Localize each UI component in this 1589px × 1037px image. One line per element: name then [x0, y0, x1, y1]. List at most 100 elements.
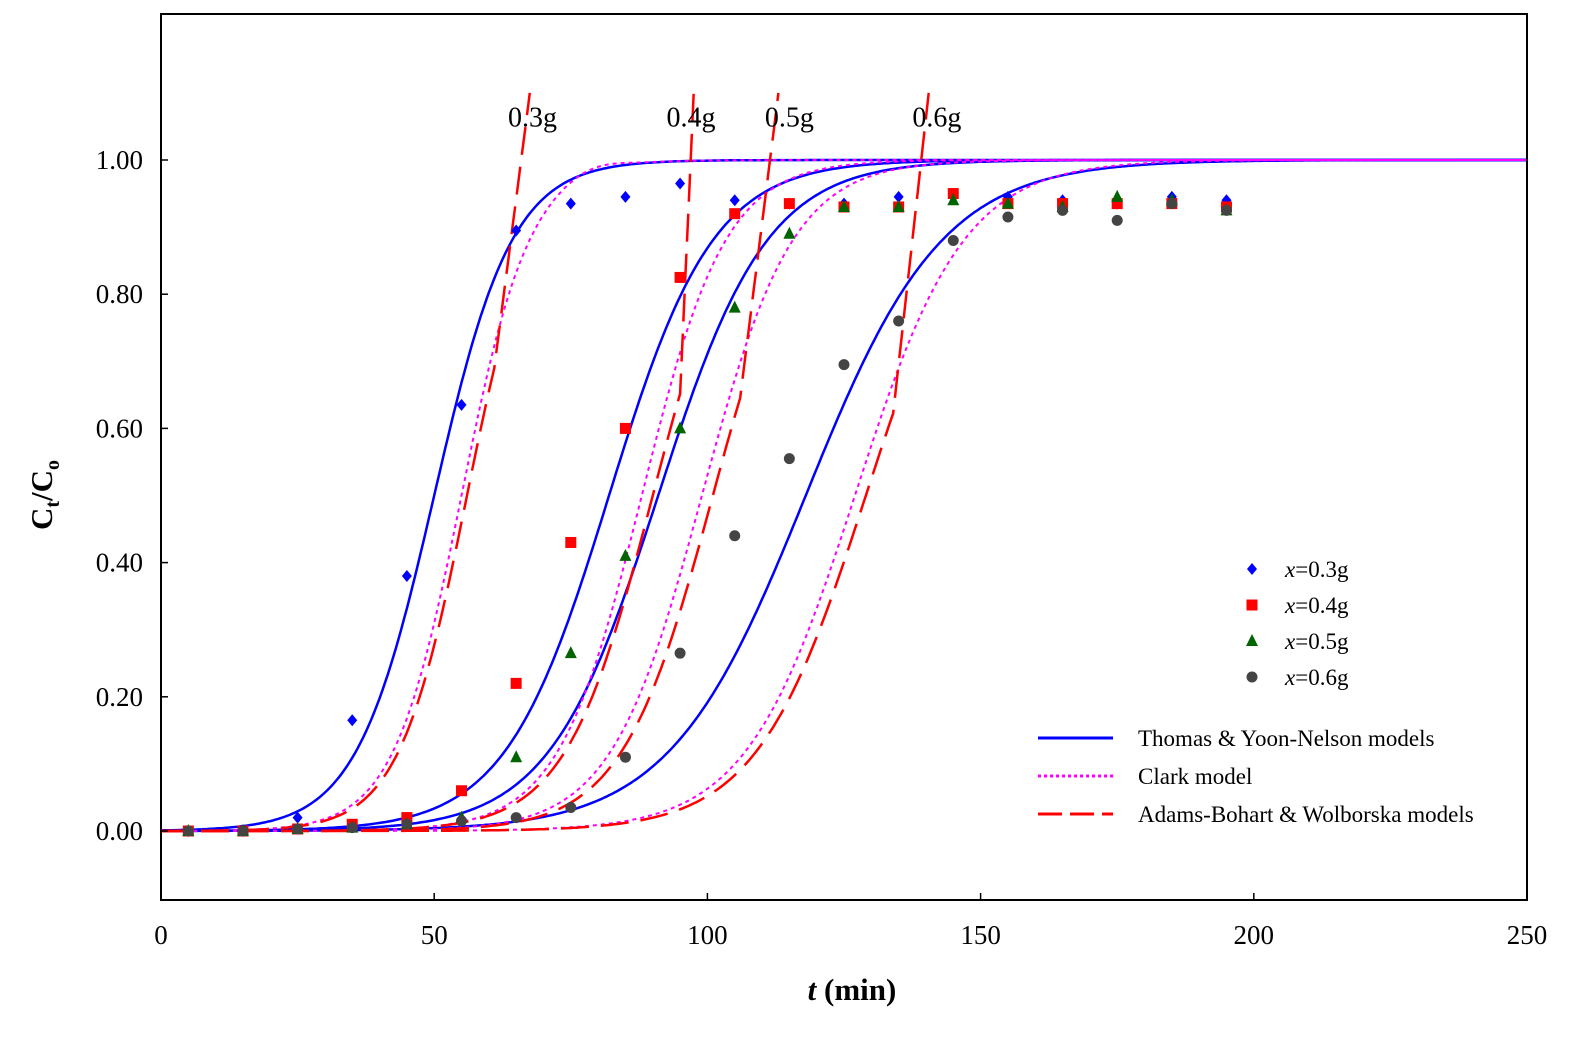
point-series1-9 — [620, 190, 631, 203]
legend-var-2: x — [1284, 593, 1296, 618]
point-series4-9 — [619, 751, 631, 763]
y-axis-sub1: t — [42, 501, 64, 508]
legend-model-label-adams: Adams-Bohart & Wolborska models — [1138, 802, 1474, 827]
x-axis-variable: t — [808, 972, 818, 1007]
point-series4-12 — [783, 453, 795, 465]
legend-value-4: =0.6g — [1295, 665, 1349, 690]
legend-label-1: x=0.3g — [1284, 557, 1349, 582]
x-tick-label-250: 250 — [1507, 920, 1548, 950]
point-series3-11 — [728, 300, 741, 313]
point-series2-8 — [565, 536, 577, 548]
legend-label-3: x=0.5g — [1284, 629, 1349, 654]
point-series4-11 — [729, 530, 741, 542]
y-axis-main: C — [24, 508, 59, 530]
legend-marker-2 — [1246, 599, 1258, 611]
y-axis-title: Ct/Co — [24, 460, 64, 530]
point-series3-14 — [892, 199, 905, 212]
point-series4-5 — [401, 818, 413, 830]
point-series4-16 — [1002, 211, 1014, 223]
legend-marker-3 — [1246, 634, 1258, 646]
data-points — [182, 177, 1233, 837]
point-series1-10 — [675, 177, 686, 190]
y-tick-label-5: 1.00 — [96, 145, 143, 175]
point-series4-19 — [1166, 198, 1178, 210]
model-curves — [161, 92, 1527, 833]
point-series3-8 — [564, 646, 577, 659]
curve-label-0.3g: 0.3g — [508, 102, 557, 133]
legend-model-label-thomas: Thomas & Yoon-Nelson models — [1138, 726, 1435, 751]
legend-label-4: x=0.6g — [1284, 665, 1349, 690]
point-series4-10 — [674, 647, 686, 659]
x-axis-unit: (min) — [816, 972, 896, 1007]
y-tick-label-2: 0.40 — [96, 548, 143, 578]
point-series3-15 — [947, 193, 960, 206]
legend-var-3: x — [1284, 629, 1296, 654]
point-series2-7 — [510, 677, 522, 689]
point-series1-7 — [511, 224, 522, 237]
point-series3-10 — [674, 421, 687, 434]
x-tick-label-0: 0 — [154, 920, 168, 950]
point-series4-18 — [1111, 214, 1123, 226]
point-series1-11 — [729, 194, 740, 207]
y-axis-sub2: o — [42, 460, 64, 470]
y-tick-label-3: 0.60 — [96, 413, 143, 443]
curve-labels: 0.3g 0.4g 0.5g 0.6g — [508, 102, 961, 133]
axes: 0 50 100 150 200 250 0.00 0.20 0.40 0.60 0.80 1.00 — [96, 13, 1548, 950]
adams-curve-4 — [161, 92, 930, 833]
legend-value-2: =0.4g — [1295, 593, 1349, 618]
y-axis-mid: /C — [24, 470, 59, 502]
point-series4-14 — [893, 315, 905, 327]
point-series1-4 — [347, 714, 358, 727]
point-series4-7 — [510, 812, 522, 824]
x-tick-label-50: 50 — [421, 920, 448, 950]
point-series4-1 — [182, 825, 194, 837]
y-tick-label-1: 0.20 — [96, 682, 143, 712]
legend-marker-1 — [1247, 563, 1257, 575]
legend-value-1: =0.3g — [1295, 557, 1349, 582]
point-series3-12 — [783, 226, 796, 239]
point-series3-9 — [619, 548, 632, 561]
point-series2-12 — [783, 198, 795, 210]
point-series4-13 — [838, 359, 850, 371]
point-series2-6 — [456, 785, 468, 797]
legend-var-1: x — [1284, 557, 1296, 582]
point-series4-4 — [346, 822, 358, 834]
point-series4-20 — [1220, 204, 1232, 216]
point-series1-8 — [565, 197, 576, 210]
x-tick-label-150: 150 — [960, 920, 1001, 950]
legend-value-3: =0.5g — [1295, 629, 1349, 654]
point-series2-10 — [674, 271, 686, 283]
curve-label-0.6g: 0.6g — [912, 102, 961, 133]
x-tick-label-100: 100 — [687, 920, 728, 950]
point-series4-3 — [292, 823, 304, 835]
x-axis-title: t (min) — [808, 972, 897, 1007]
point-series1-14 — [893, 190, 904, 203]
y-tick-label-0: 0.00 — [96, 816, 143, 846]
point-series3-7 — [510, 750, 523, 763]
legend-model-label-clark: Clark model — [1138, 764, 1252, 789]
point-series2-18 — [1111, 198, 1123, 210]
point-series4-6 — [456, 815, 468, 827]
point-series1-6 — [456, 398, 467, 411]
point-series2-11 — [729, 208, 741, 220]
point-series1-5 — [401, 570, 412, 583]
curve-label-0.4g: 0.4g — [667, 102, 716, 133]
x-tick-label-200: 200 — [1234, 920, 1275, 950]
legend-label-2: x=0.4g — [1284, 593, 1349, 618]
point-series1-3 — [292, 811, 303, 824]
point-series3-18 — [1111, 189, 1124, 202]
legend-var-4: x — [1284, 665, 1296, 690]
point-series4-15 — [947, 235, 959, 247]
y-tick-label-4: 0.80 — [96, 279, 143, 309]
point-series2-9 — [619, 422, 631, 434]
point-series4-17 — [1057, 204, 1069, 216]
point-series3-16 — [1001, 196, 1014, 209]
curve-label-0.5g: 0.5g — [765, 102, 814, 133]
point-series3-13 — [838, 199, 850, 212]
legend-marker-4 — [1246, 671, 1258, 683]
plot-frame — [160, 13, 1528, 901]
point-series4-8 — [565, 802, 577, 814]
